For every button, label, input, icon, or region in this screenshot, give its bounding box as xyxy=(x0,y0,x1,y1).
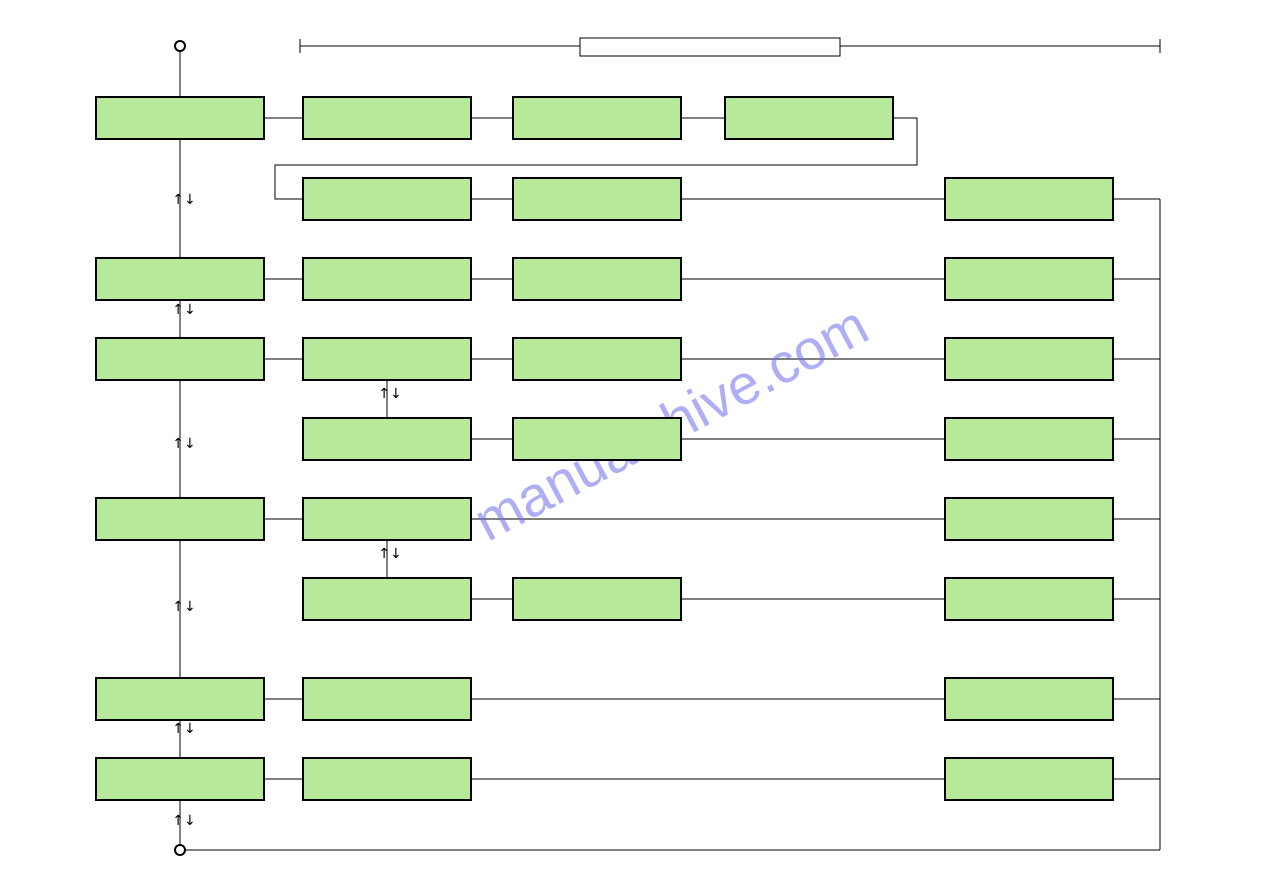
updown-arrows: ↑↓ xyxy=(172,436,195,452)
flow-node xyxy=(303,498,471,540)
flow-node xyxy=(945,258,1113,300)
flow-node xyxy=(513,578,681,620)
flow-node xyxy=(945,498,1113,540)
flow-node xyxy=(945,758,1113,800)
flow-node xyxy=(96,498,264,540)
flow-node xyxy=(513,178,681,220)
flow-node xyxy=(303,578,471,620)
flow-node xyxy=(945,578,1113,620)
header-center-box xyxy=(580,38,840,56)
flow-node xyxy=(945,678,1113,720)
updown-arrows: ↑↓ xyxy=(378,546,401,562)
updown-arrows: ↑↓ xyxy=(378,386,401,402)
updown-arrows: ↑↓ xyxy=(172,813,195,829)
flow-node xyxy=(303,678,471,720)
flow-node xyxy=(513,97,681,139)
flow-node xyxy=(96,678,264,720)
flow-node xyxy=(96,258,264,300)
flow-node xyxy=(303,758,471,800)
flow-node xyxy=(303,418,471,460)
flow-node xyxy=(303,178,471,220)
updown-arrows: ↑↓ xyxy=(172,302,195,318)
flow-node xyxy=(513,338,681,380)
flow-node xyxy=(945,178,1113,220)
updown-arrows: ↑↓ xyxy=(172,721,195,737)
flow-node xyxy=(725,97,893,139)
nodes-layer xyxy=(96,97,1113,800)
flow-node xyxy=(96,338,264,380)
diagram-canvas: manualshive.com↑↓↑↓↑↓↑↓↑↓↑↓↑↓↑↓ xyxy=(0,0,1263,893)
flow-node xyxy=(303,338,471,380)
flow-node xyxy=(945,418,1113,460)
flow-node xyxy=(303,97,471,139)
end-endpoint xyxy=(175,845,185,855)
flow-node xyxy=(513,258,681,300)
flow-node xyxy=(945,338,1113,380)
flow-node xyxy=(96,97,264,139)
updown-arrows: ↑↓ xyxy=(172,192,195,208)
start-endpoint xyxy=(175,41,185,51)
flow-node xyxy=(303,258,471,300)
flow-node xyxy=(513,418,681,460)
flow-node xyxy=(96,758,264,800)
updown-arrows: ↑↓ xyxy=(172,599,195,615)
